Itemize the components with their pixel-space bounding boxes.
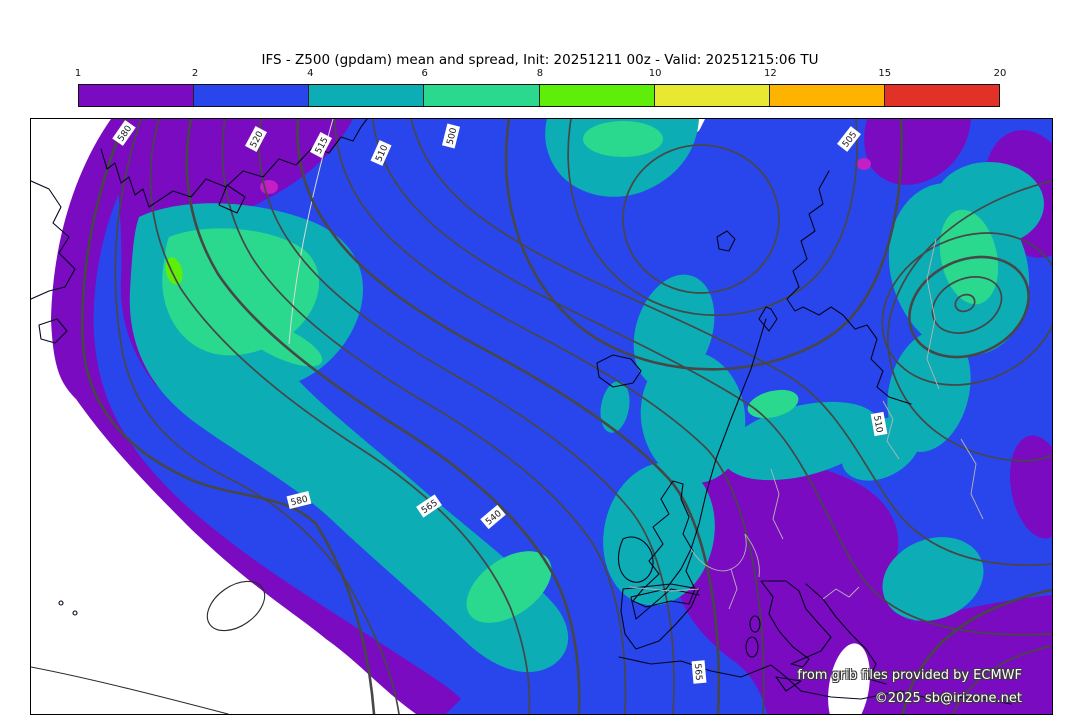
- colorbar-tick-label: 1: [74, 68, 82, 79]
- colorbar-tick-label: 20: [993, 68, 1007, 79]
- coastlines: [31, 119, 1012, 705]
- svg-text:580: 580: [290, 494, 309, 508]
- colorbar: [78, 84, 1000, 107]
- contour-label: 500: [441, 123, 461, 149]
- colorbar-tick-label: 10: [648, 68, 662, 79]
- attribution-copyright: ©2025 sb@irizone.net: [874, 691, 1022, 706]
- contour-label: 580: [286, 490, 312, 510]
- colorbar-tick-label: 8: [536, 68, 544, 79]
- colorbar-segment: [769, 85, 885, 106]
- colorbar-tick-label: 15: [878, 68, 892, 79]
- spread-fill-green-core: [165, 257, 183, 285]
- contour-label: 510: [870, 411, 888, 437]
- colorbar-segment: [79, 85, 195, 106]
- svg-text:565: 565: [692, 663, 703, 681]
- colorbar-tick-label: 6: [421, 68, 428, 79]
- colorbar-segment: [884, 85, 999, 106]
- colorbar-tick-labels: 1 2 4 6 8 10 12 15 20: [74, 68, 1007, 82]
- colorbar-segment: [539, 85, 655, 106]
- colorbar-tick-label: 12: [764, 68, 777, 79]
- attribution-source: from grib files provided by ECMWF: [797, 668, 1022, 683]
- country-borders: [628, 238, 984, 610]
- colorbar-segment: [424, 85, 540, 106]
- svg-text:500: 500: [446, 127, 460, 146]
- colorbar-tick-label: 4: [307, 68, 314, 79]
- spread-fill-spring-green: [162, 121, 999, 623]
- colorbar-segment: [194, 85, 310, 106]
- colorbar-segment: [654, 85, 770, 106]
- map-frame: 580 520 515 510 500 505 580 565 540 565 510: [30, 118, 1053, 715]
- svg-text:510: 510: [871, 415, 884, 434]
- colorbar-segment: [309, 85, 425, 106]
- chart-title: IFS - Z500 (gpdam) mean and spread, Init…: [261, 52, 819, 68]
- z500-mean-contours: [31, 119, 1052, 714]
- contour-label: 565: [691, 660, 707, 684]
- colorbar-tick-label: 2: [191, 68, 199, 79]
